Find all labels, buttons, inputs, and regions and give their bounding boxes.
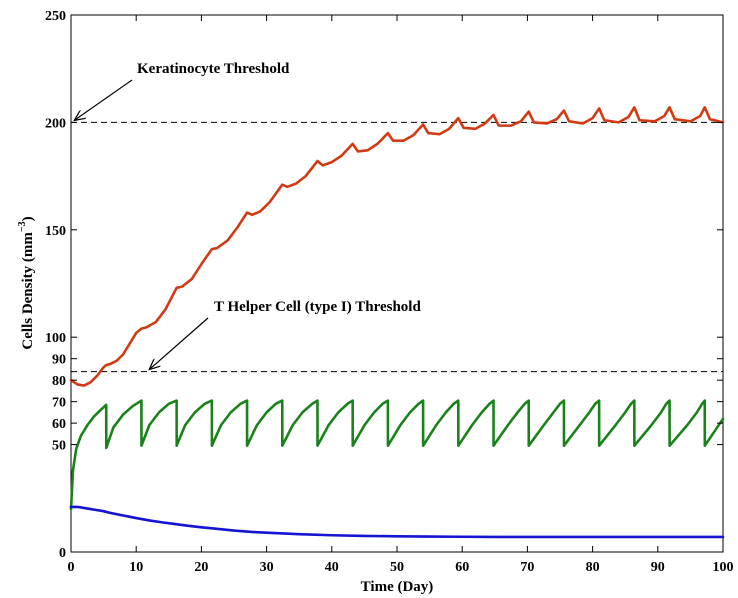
y-axis-title-close: ) (20, 216, 36, 221)
y-tick-label: 200 (45, 116, 66, 131)
x-tick-label: 90 (651, 560, 665, 575)
y-tick-label: 90 (52, 353, 66, 368)
threshold-arrow (149, 317, 209, 370)
y-tick-label: 150 (45, 224, 66, 239)
series-line-3 (69, 505, 725, 539)
x-axis-ticks: 0 10 20 30 40 50 60 70 80 90 100 (68, 15, 734, 575)
threshold-label: T Helper Cell (type I) Threshold (214, 299, 421, 315)
x-tick-label: 60 (455, 560, 469, 575)
y-axis-title-superscript: −3 (17, 221, 28, 232)
y-tick-label: 50 (52, 439, 66, 454)
x-tick-label: 80 (586, 560, 600, 575)
y-tick-label: 0 (59, 546, 66, 561)
plot-area (70, 14, 724, 553)
y-tick-label: 100 (45, 331, 66, 346)
x-tick-label: 0 (68, 560, 75, 575)
x-tick-label: 70 (520, 560, 534, 575)
y-tick-label: 60 (52, 417, 66, 432)
x-tick-label: 40 (325, 560, 339, 575)
y-tick-label: 250 (45, 9, 66, 24)
series-line-2 (69, 399, 725, 511)
y-tick-label: 80 (52, 374, 66, 389)
x-tick-label: 100 (713, 560, 734, 575)
series-group (69, 106, 725, 539)
series-line-1 (69, 106, 725, 387)
y-axis-ticks: 0 50 60 70 80 90 100 150 200 250 (45, 9, 723, 561)
x-tick-label: 10 (129, 560, 143, 575)
threshold-arrow (74, 79, 133, 120)
y-axis-title-main: Cells Density (mm (20, 232, 36, 350)
annotations: Keratinocyte Threshold T Helper Cell (typ… (74, 61, 421, 370)
x-axis-title: Time (Day) (361, 579, 434, 595)
threshold-label: Keratinocyte Threshold (137, 61, 290, 77)
x-tick-label: 20 (194, 560, 208, 575)
y-tick-label: 70 (52, 396, 66, 411)
y-axis-title: Cells Density (mm−3) (17, 216, 36, 349)
x-tick-label: 30 (260, 560, 274, 575)
x-tick-label: 50 (390, 560, 404, 575)
